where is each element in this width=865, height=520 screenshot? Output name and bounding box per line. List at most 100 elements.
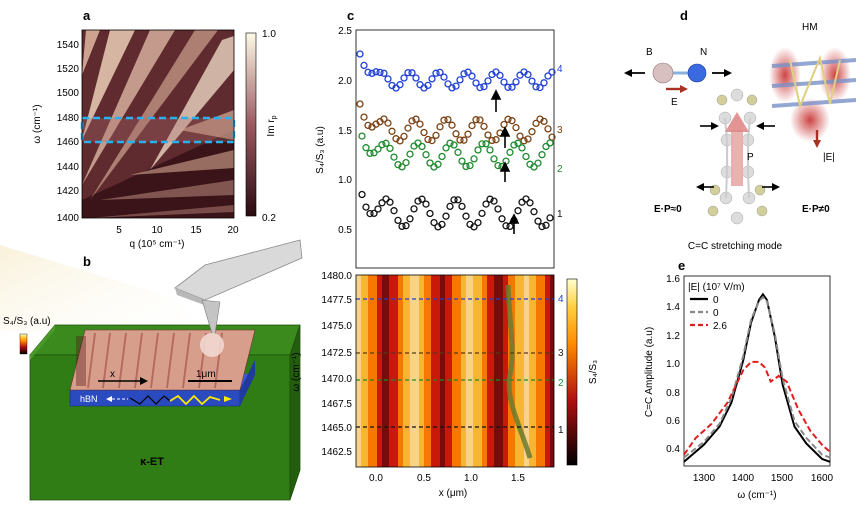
scatter-point (370, 209, 378, 218)
ytick: 1440 (57, 162, 80, 173)
scale-bar: 1μm (188, 369, 232, 382)
panel-d-label: d (680, 8, 688, 23)
legend-entry-2: 2.6 (713, 321, 727, 332)
trace-label-4: 4 (557, 64, 563, 75)
scatter-point (424, 81, 432, 90)
scatter-point (392, 135, 400, 143)
scatter-point (500, 78, 508, 86)
scatter-point (462, 162, 470, 171)
heat-stripe (536, 275, 545, 467)
scatter-point (530, 163, 538, 171)
scatter-point (400, 74, 408, 82)
heat-stripe (377, 275, 382, 467)
ytick: 1400 (57, 213, 80, 224)
scatter-point (400, 132, 408, 141)
scatter-point (428, 136, 436, 145)
scatter-point (450, 196, 458, 204)
scatter-point (498, 215, 506, 223)
panel-e: e |E| (10⁷ V/m) 0 0 2.6 C=C Amplitude (a… (644, 258, 834, 501)
scatter-point (544, 72, 552, 80)
series-line-0 (683, 292, 831, 463)
scatter-point (506, 148, 514, 156)
line-label-1: 1 (558, 425, 564, 436)
scatter-point (466, 161, 474, 170)
scatter-point (378, 141, 386, 149)
ytick: 1467.5 (321, 399, 352, 410)
polarization-arrow (731, 130, 743, 186)
scatter-point (412, 115, 420, 123)
heat-stripe (494, 275, 503, 467)
molecule: P (696, 88, 780, 225)
scatter-point (474, 146, 482, 154)
scatter-point (418, 195, 426, 203)
scatter-point (432, 69, 440, 77)
scatter-point (514, 139, 522, 147)
panel-a-yticks: 1540 1520 1500 1480 1460 1440 1420 1400 (57, 40, 80, 224)
scatter-point (472, 79, 480, 87)
scatter-point (420, 128, 428, 137)
line-layer (683, 292, 831, 463)
scatter-point (520, 137, 528, 145)
scatter-point (484, 77, 492, 85)
scatter-point (494, 161, 502, 170)
scatter-point (406, 215, 414, 223)
legend-title: |E| (10⁷ V/m) (688, 282, 745, 293)
scatter-point (546, 214, 554, 222)
field-e-label: E (671, 97, 678, 108)
hbn-label: hBN (80, 394, 98, 404)
scatter-point (446, 202, 454, 211)
scatter-point (442, 144, 450, 152)
scatter-point (396, 81, 404, 89)
scatter-point (388, 127, 396, 135)
scatter-point (464, 130, 472, 138)
scatter-point (394, 216, 402, 225)
xtick: 0.0 (369, 473, 383, 484)
scatter-point (374, 205, 382, 213)
scatter-point (484, 131, 492, 139)
xtick: 1500 (771, 473, 794, 484)
scatter-point (508, 83, 516, 91)
scatter-point (438, 220, 446, 229)
ytick: 1.0 (666, 359, 680, 370)
scatter-point (528, 128, 536, 136)
scatter-point (396, 137, 404, 145)
scatter-point (444, 115, 452, 124)
panel-c-cbar-label: S₄/S₃ (588, 360, 599, 384)
trace-label-1: 1 (557, 209, 563, 220)
scatter-point (378, 199, 386, 207)
scatter-point (456, 136, 464, 144)
scatter-point (486, 146, 494, 154)
afm-tip (174, 239, 303, 357)
scatter-point (490, 155, 498, 163)
xtick: 20 (227, 225, 239, 236)
scatter-point (356, 50, 364, 58)
scatter-point (460, 136, 468, 144)
scatter-point (398, 222, 406, 231)
ytick: 1420 (57, 186, 80, 197)
scatter-point (524, 135, 532, 143)
panel-a-xticks: 5 10 15 20 (116, 225, 239, 236)
scatter-point (544, 125, 552, 133)
dispersion-curve (505, 284, 533, 459)
legend: |E| (10⁷ V/m) 0 0 2.6 (688, 282, 745, 332)
heat-stripe (445, 275, 452, 467)
legend-entry-0: 0 (713, 295, 719, 306)
x-axis-arrow: x (98, 369, 148, 385)
scatter-point (360, 113, 368, 121)
heat-stripe (503, 275, 508, 467)
scatter-point (476, 116, 484, 124)
ytick: 1540 (57, 40, 80, 51)
panel-b-cbar-label: S₄/S₃ (a.u) (3, 316, 51, 327)
scatter-point (482, 140, 490, 148)
cbar-max: 1.0 (262, 29, 276, 40)
line-label-4: 4 (558, 294, 564, 305)
scatter-point (464, 68, 472, 76)
scatter-point (540, 117, 548, 126)
scatter-point (434, 160, 442, 168)
scatter-point (480, 122, 488, 131)
heat-stripe (361, 275, 368, 467)
ytick: 1.0 (338, 175, 352, 186)
ytick: 0.6 (666, 416, 680, 427)
legend-entry-1: 0 (713, 308, 719, 319)
heat-stripe (461, 275, 466, 467)
